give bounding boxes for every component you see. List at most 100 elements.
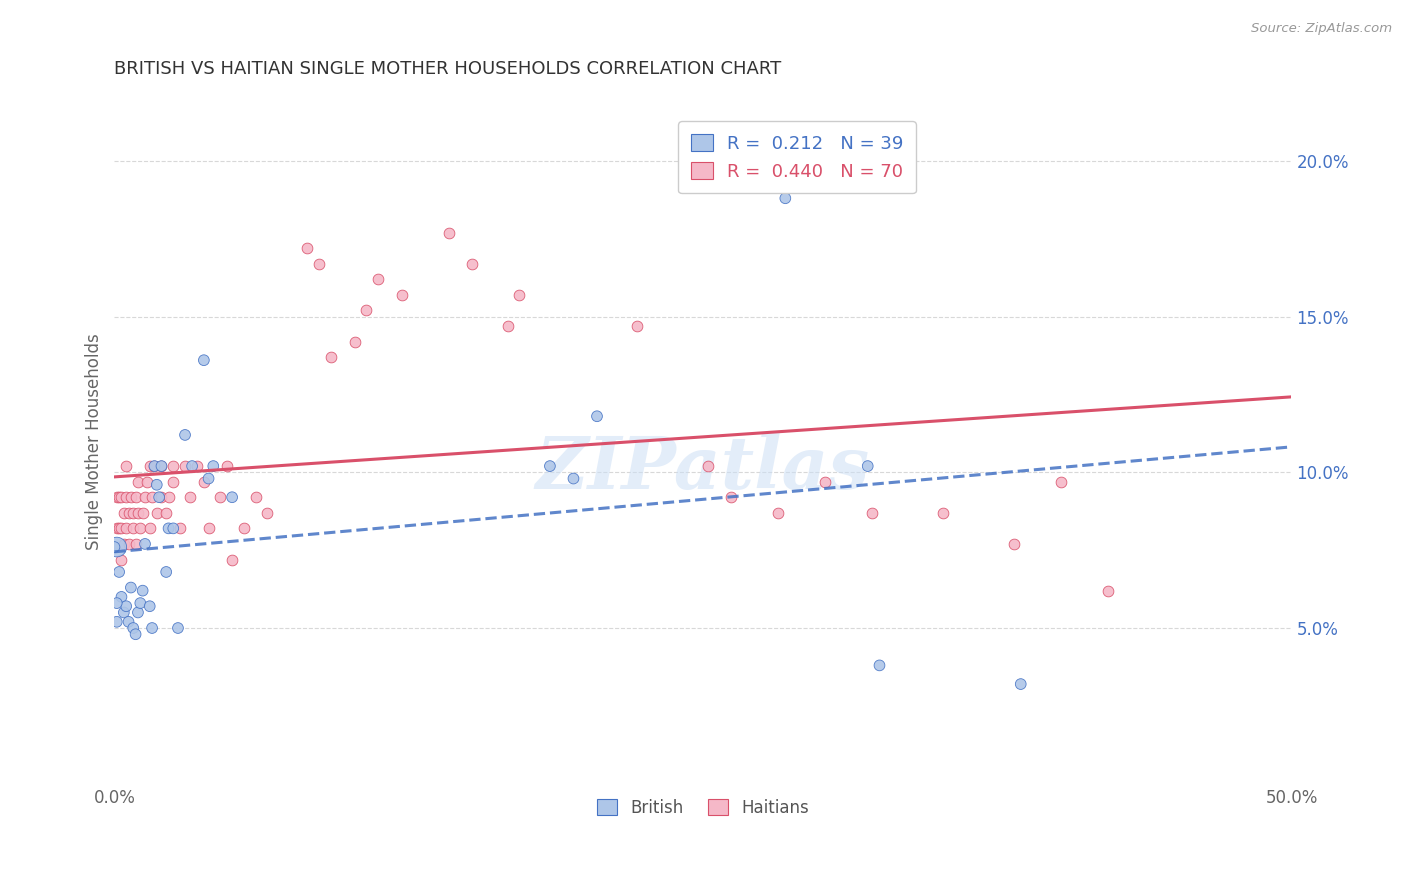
- Point: [157, 521, 180, 535]
- Point: [108, 521, 131, 535]
- Point: [148, 490, 170, 504]
- Point: [112, 506, 135, 520]
- Point: [110, 590, 132, 604]
- Point: [103, 540, 125, 554]
- Legend: British, Haitians: British, Haitians: [591, 792, 815, 823]
- Point: [120, 581, 142, 595]
- Point: [367, 272, 389, 286]
- Point: [167, 621, 190, 635]
- Point: [117, 537, 139, 551]
- Point: [134, 537, 156, 551]
- Point: [193, 475, 215, 489]
- Point: [496, 318, 519, 333]
- Point: [1002, 537, 1025, 551]
- Point: [112, 537, 135, 551]
- Point: [932, 506, 955, 520]
- Point: [124, 627, 146, 641]
- Point: [155, 506, 177, 520]
- Point: [720, 490, 742, 504]
- Point: [115, 490, 138, 504]
- Y-axis label: Single Mother Households: Single Mother Households: [86, 333, 103, 549]
- Point: [141, 621, 163, 635]
- Point: [1049, 475, 1071, 489]
- Point: [136, 475, 159, 489]
- Point: [155, 565, 177, 579]
- Point: [814, 475, 837, 489]
- Point: [586, 409, 609, 424]
- Point: [129, 596, 152, 610]
- Point: [174, 428, 197, 442]
- Point: [308, 257, 330, 271]
- Point: [202, 459, 225, 474]
- Point: [862, 506, 884, 520]
- Point: [169, 521, 191, 535]
- Point: [508, 287, 530, 301]
- Point: [150, 490, 173, 504]
- Point: [117, 615, 139, 629]
- Point: [115, 459, 138, 474]
- Point: [127, 606, 149, 620]
- Point: [131, 583, 153, 598]
- Point: [122, 506, 145, 520]
- Point: [105, 615, 128, 629]
- Point: [461, 257, 484, 271]
- Point: [129, 521, 152, 535]
- Point: [217, 459, 239, 474]
- Point: [112, 606, 135, 620]
- Point: [110, 521, 132, 535]
- Point: [856, 459, 879, 474]
- Point: [138, 459, 160, 474]
- Point: [437, 226, 460, 240]
- Point: [221, 490, 243, 504]
- Point: [162, 521, 184, 535]
- Point: [162, 459, 184, 474]
- Point: [141, 490, 163, 504]
- Point: [256, 506, 278, 520]
- Point: [179, 490, 201, 504]
- Point: [696, 459, 718, 474]
- Point: [138, 521, 160, 535]
- Point: [146, 506, 169, 520]
- Point: [181, 459, 204, 474]
- Point: [110, 490, 132, 504]
- Point: [319, 350, 342, 364]
- Point: [174, 459, 197, 474]
- Point: [232, 521, 254, 535]
- Point: [122, 521, 145, 535]
- Point: [150, 459, 173, 474]
- Point: [209, 490, 232, 504]
- Text: BRITISH VS HAITIAN SINGLE MOTHER HOUSEHOLDS CORRELATION CHART: BRITISH VS HAITIAN SINGLE MOTHER HOUSEHO…: [114, 60, 782, 78]
- Point: [127, 475, 149, 489]
- Text: Source: ZipAtlas.com: Source: ZipAtlas.com: [1251, 22, 1392, 36]
- Point: [105, 596, 128, 610]
- Point: [108, 565, 131, 579]
- Point: [143, 459, 166, 474]
- Point: [122, 621, 145, 635]
- Point: [343, 334, 366, 349]
- Point: [115, 599, 138, 614]
- Point: [186, 459, 208, 474]
- Point: [134, 490, 156, 504]
- Point: [562, 471, 585, 485]
- Point: [124, 490, 146, 504]
- Point: [768, 506, 790, 520]
- Point: [193, 353, 215, 368]
- Point: [105, 540, 128, 554]
- Point: [1097, 583, 1119, 598]
- Point: [115, 521, 138, 535]
- Point: [197, 471, 219, 485]
- Point: [105, 490, 128, 504]
- Point: [391, 287, 413, 301]
- Point: [157, 490, 180, 504]
- Text: ZIPatlas: ZIPatlas: [536, 434, 870, 504]
- Point: [869, 658, 891, 673]
- Point: [162, 475, 184, 489]
- Point: [197, 521, 219, 535]
- Point: [485, 86, 508, 100]
- Point: [127, 506, 149, 520]
- Point: [626, 318, 648, 333]
- Point: [105, 521, 128, 535]
- Point: [108, 490, 131, 504]
- Point: [150, 459, 173, 474]
- Point: [110, 552, 132, 566]
